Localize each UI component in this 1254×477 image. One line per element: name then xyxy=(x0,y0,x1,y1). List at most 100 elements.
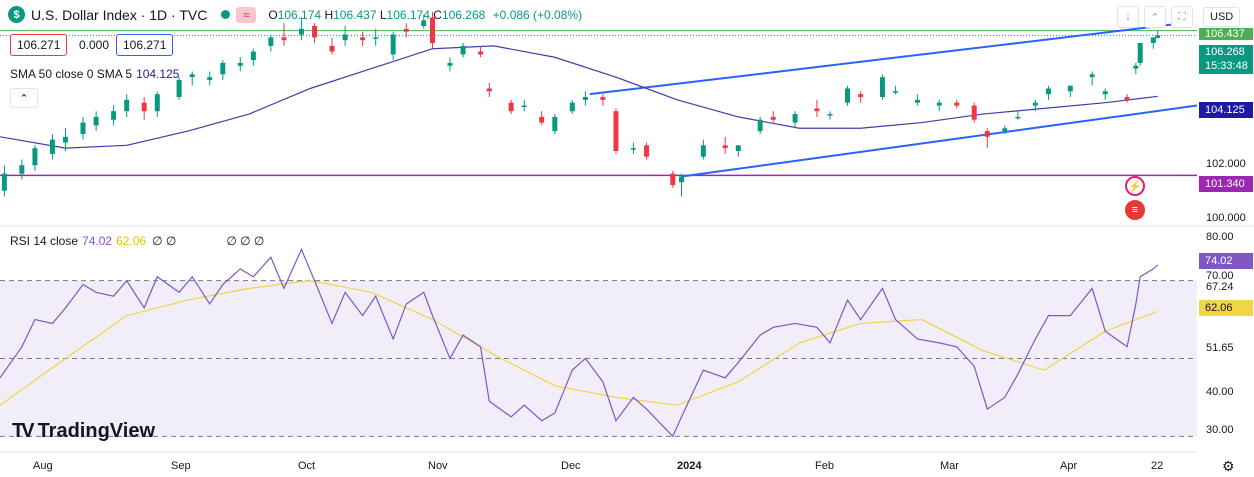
legend-collapse-button[interactable]: ⌃ xyxy=(10,88,38,108)
candle-body xyxy=(770,116,776,120)
buy-price-box[interactable]: 106.271 xyxy=(116,34,174,56)
us-flag-event-icon[interactable]: ≡ xyxy=(1125,200,1145,220)
open-value: 106.174 xyxy=(277,7,322,22)
candle-body xyxy=(373,37,379,39)
candle-body xyxy=(971,105,977,120)
dividends-flash-icon[interactable]: ⚡ xyxy=(1125,176,1145,196)
settings-gear-icon[interactable]: ⚙ xyxy=(1222,458,1235,474)
close-value: 106.268 xyxy=(441,7,486,22)
candle-body xyxy=(569,102,575,112)
time-label: Sep xyxy=(171,460,191,472)
candle-body xyxy=(679,176,685,183)
rsi-tick: 80.00 xyxy=(1206,231,1234,243)
candle-body xyxy=(111,111,117,120)
candle-body xyxy=(1155,35,1161,39)
high-label: H xyxy=(324,7,334,22)
high-level-badge: 106.437 xyxy=(1199,28,1253,40)
candle-body xyxy=(858,94,864,98)
rsi-tick: 70.00 xyxy=(1206,270,1234,282)
candle-body xyxy=(879,77,885,98)
candle-body xyxy=(32,148,38,166)
bar-countdown: 15:33:48 xyxy=(1205,60,1248,72)
candle-body xyxy=(176,79,182,98)
sma-label: SMA 50 close 0 SMA 5 xyxy=(10,67,133,81)
time-label: Apr xyxy=(1060,460,1078,472)
price-tick: 100.000 xyxy=(1206,212,1246,224)
rsi-tick: 67.24 xyxy=(1206,281,1234,293)
candle-body xyxy=(421,20,427,26)
candle-body xyxy=(154,94,160,112)
candle-body xyxy=(1137,43,1143,63)
rsi-ma-badge: 62.06 xyxy=(1199,300,1253,316)
candle-body xyxy=(613,111,619,151)
candle-body xyxy=(1089,74,1095,78)
time-label: 22 xyxy=(1151,460,1164,472)
chart-toolbar: ↓ ⌃ ⛶ xyxy=(1117,6,1198,28)
rsi-tick: 30.00 xyxy=(1206,424,1234,436)
market-status-icon xyxy=(221,10,231,19)
time-label: Feb xyxy=(815,460,834,472)
candle-body xyxy=(447,62,453,66)
current-price-value: 106.268 xyxy=(1205,46,1245,58)
candle-body xyxy=(521,105,527,108)
candle-body xyxy=(670,173,676,186)
close-label: C xyxy=(433,7,442,22)
candle-body xyxy=(735,145,741,151)
candle-body xyxy=(1102,91,1108,95)
rsi-tick: 40.00 xyxy=(1206,386,1234,398)
candle-body xyxy=(1,173,7,191)
sma-legend[interactable]: SMA 50 close 0 SMA 5 104.125 xyxy=(10,67,179,81)
candle-body xyxy=(792,114,798,123)
time-label: Oct xyxy=(298,460,316,472)
candle-body xyxy=(478,51,484,55)
candle-body xyxy=(360,37,366,41)
download-icon[interactable]: ↓ xyxy=(1117,6,1139,28)
rsi-legend[interactable]: RSI 14 close 74.02 62.06 ∅ ∅ ∅ ∅ ∅ xyxy=(10,234,264,248)
tradingview-mark-icon: TV xyxy=(12,420,34,442)
change-value: +0.086 (+0.08%) xyxy=(492,7,583,22)
candle-body xyxy=(1045,88,1051,95)
candle-body xyxy=(1124,97,1130,100)
price-tick: 102.000 xyxy=(1206,158,1246,170)
candle-body xyxy=(539,116,545,123)
trend-line xyxy=(589,22,1185,96)
open-label: O xyxy=(268,7,278,22)
candle-body xyxy=(281,37,287,41)
candle-body xyxy=(189,74,195,78)
low-label: L xyxy=(379,7,387,22)
candle-body xyxy=(508,102,514,112)
candle-body xyxy=(1133,65,1139,69)
sma-price-badge: 104.125 xyxy=(1199,102,1253,118)
indicators-wave-icon[interactable]: ≈ xyxy=(236,6,257,23)
high-value: 106.437 xyxy=(333,7,377,22)
candle-body xyxy=(93,116,99,126)
candle-body xyxy=(757,119,763,132)
candle-body xyxy=(954,102,960,106)
rsi-ma-value: 62.06 xyxy=(116,234,147,248)
collapse-icon[interactable]: ⌃ xyxy=(1144,6,1166,28)
tradingview-wordmark: TradingView xyxy=(37,420,156,442)
candle-body xyxy=(63,136,69,143)
fullscreen-icon[interactable]: ⛶ xyxy=(1171,6,1193,28)
candle-body xyxy=(237,62,243,66)
candle-body xyxy=(552,116,558,132)
current-price-badge: 106.268 15:33:48 xyxy=(1199,45,1253,74)
candle-body xyxy=(329,45,335,52)
candle-body xyxy=(460,45,466,55)
time-label: Dec xyxy=(561,460,581,472)
candle-body xyxy=(1015,116,1021,119)
candle-body xyxy=(845,88,851,103)
candle-body xyxy=(220,62,226,75)
sell-price-box[interactable]: 106.271 xyxy=(10,34,68,56)
symbol-title[interactable]: U.S. Dollar Index · 1D · TVC xyxy=(31,6,208,23)
time-label: Nov xyxy=(428,460,448,472)
chart-header: $ U.S. Dollar Index · 1D · TVC ≈ O106.17… xyxy=(8,6,582,23)
rsi-value: 74.02 xyxy=(82,234,113,248)
candle-body xyxy=(1067,85,1073,92)
candle-body xyxy=(700,145,706,157)
candle-body xyxy=(814,108,820,112)
currency-selector[interactable]: USD xyxy=(1203,7,1241,27)
candle-body xyxy=(250,51,256,61)
tradingview-logo[interactable]: TV TradingView xyxy=(12,420,155,443)
